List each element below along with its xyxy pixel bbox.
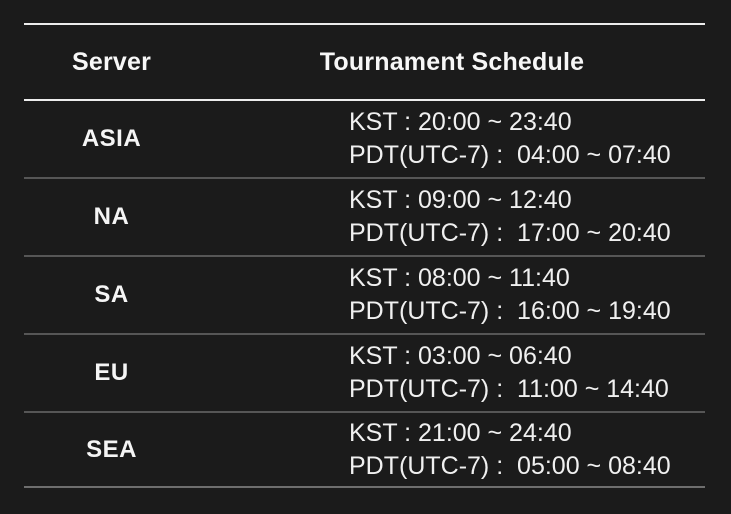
schedule-cell: KST : 21:00 ~ 24:40 PDT(UTC-7) : 05:00 ~… — [199, 417, 705, 483]
kst-schedule: KST : 21:00 ~ 24:40 — [349, 418, 572, 447]
pdt-schedule: PDT(UTC-7) : 05:00 ~ 08:40 — [349, 451, 671, 480]
pdt-schedule: PDT(UTC-7) : 04:00 ~ 07:40 — [349, 141, 671, 169]
tournament-schedule-table: Server Tournament Schedule ASIA KST : 20… — [24, 23, 705, 488]
kst-schedule: KST : 09:00 ~ 12:40 — [349, 186, 572, 214]
column-header-tournament-schedule: Tournament Schedule — [319, 47, 585, 76]
schedule-cell: KST : 20:00 ~ 23:40 PDT(UTC-7) : 04:00 ~… — [199, 106, 705, 172]
table-row-sa: SA KST : 08:00 ~ 11:40 PDT(UTC-7) : 16:0… — [24, 257, 705, 335]
schedule-cell: KST : 08:00 ~ 11:40 PDT(UTC-7) : 16:00 ~… — [199, 262, 705, 328]
server-name: SEA — [86, 435, 137, 463]
schedule-cell: KST : 09:00 ~ 12:40 PDT(UTC-7) : 17:00 ~… — [199, 184, 705, 250]
pdt-schedule: PDT(UTC-7) : 11:00 ~ 14:40 — [349, 375, 669, 403]
pdt-schedule: PDT(UTC-7) : 16:00 ~ 19:40 — [349, 297, 671, 325]
table-row-asia: ASIA KST : 20:00 ~ 23:40 PDT(UTC-7) : 04… — [24, 101, 705, 179]
server-name: SA — [94, 281, 129, 308]
table-row-sea: SEA KST : 21:00 ~ 24:40 PDT(UTC-7) : 05:… — [24, 413, 705, 486]
table-header-row: Server Tournament Schedule — [24, 25, 705, 101]
kst-schedule: KST : 20:00 ~ 23:40 — [349, 108, 572, 136]
table-row-na: NA KST : 09:00 ~ 12:40 PDT(UTC-7) : 17:0… — [24, 179, 705, 257]
table-row-eu: EU KST : 03:00 ~ 06:40 PDT(UTC-7) : 11:0… — [24, 335, 705, 413]
pdt-schedule: PDT(UTC-7) : 17:00 ~ 20:40 — [349, 219, 671, 247]
kst-schedule: KST : 03:00 ~ 06:40 — [349, 342, 572, 370]
kst-schedule: KST : 08:00 ~ 11:40 — [349, 264, 570, 292]
schedule-cell: KST : 03:00 ~ 06:40 PDT(UTC-7) : 11:00 ~… — [199, 340, 705, 406]
server-name: NA — [93, 203, 130, 230]
server-name: EU — [94, 359, 129, 386]
column-header-server: Server — [71, 47, 152, 76]
server-name: ASIA — [81, 125, 142, 152]
